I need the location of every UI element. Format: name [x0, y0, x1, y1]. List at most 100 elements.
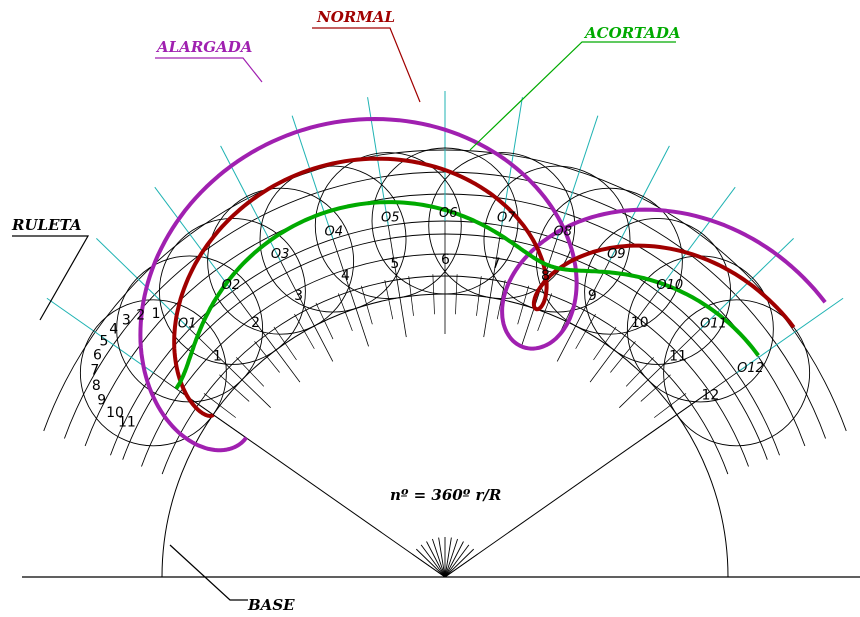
radial-division [589, 283, 664, 383]
construction-lines [43, 91, 847, 578]
base-tick [640, 374, 671, 402]
rolling-number: 1 [152, 306, 161, 322]
radial-construction [736, 297, 844, 374]
rolling-circle [79, 299, 227, 447]
center-label: O10 [656, 278, 683, 293]
base-tick [219, 374, 250, 402]
radial-construction [291, 115, 334, 240]
fan-ray [444, 538, 459, 578]
center-label: O6 [439, 206, 458, 221]
center-label: O1 [178, 316, 197, 331]
center-label: O12 [737, 361, 764, 376]
fan-ray [411, 553, 446, 578]
base-tick [236, 357, 265, 387]
rolling-circle [584, 217, 732, 365]
center-label: O2 [222, 278, 241, 293]
base-tick [360, 285, 373, 325]
radial-construction [46, 297, 154, 374]
fan-ray [431, 538, 446, 578]
base-tick [517, 285, 530, 325]
base-number: 1 [213, 348, 222, 364]
base-number: 10 [631, 315, 649, 331]
rolling-number: 9 [97, 392, 106, 408]
base-number: 12 [701, 388, 719, 404]
base-number: 8 [541, 268, 550, 284]
base-tick [625, 357, 654, 387]
fan-ray [444, 541, 464, 578]
base-tick [384, 279, 394, 320]
base-circle [161, 293, 729, 578]
base-number: 3 [294, 288, 303, 304]
rolling-number: 8 [92, 378, 101, 394]
rolling-number: 4 [109, 322, 118, 338]
arrow-base [169, 544, 248, 601]
fan-ray [444, 544, 470, 578]
base-tick [315, 302, 334, 340]
fan-ray [444, 537, 452, 578]
center-label: O8 [553, 224, 572, 239]
radial-construction [367, 97, 389, 226]
radial-construction [608, 145, 670, 262]
base-tick [337, 293, 353, 331]
radial-construction [154, 186, 233, 292]
radial-division [386, 215, 407, 338]
annotations: NORMAL ACORTADA ALARGADA RULETA BASE nº … [11, 8, 680, 614]
fan-ray [444, 548, 475, 578]
arrow-ruleta [12, 235, 90, 321]
label-alargada: ALARGADA [155, 38, 252, 56]
center-label: O9 [607, 247, 626, 262]
rolling-number: 5 [99, 333, 108, 349]
base-tick [273, 326, 297, 361]
center-label: O11 [700, 316, 727, 331]
rolling-circle [483, 165, 631, 313]
base-number: 4 [341, 268, 350, 284]
base-number: 6 [441, 252, 450, 268]
radial-construction [657, 186, 736, 292]
base-number: 7 [492, 256, 501, 272]
rolling-number: 2 [136, 307, 145, 323]
fan-ray [420, 544, 446, 578]
arrow-acortada [469, 41, 676, 151]
radial-division [619, 321, 708, 408]
center-label: O5 [381, 211, 400, 226]
curve-alargada [138, 117, 827, 453]
fan-ray [444, 553, 479, 578]
center-label: O3 [271, 247, 290, 262]
base-tick [654, 393, 687, 418]
label-base: BASE [247, 596, 295, 614]
curves [138, 117, 827, 453]
rolling-circle [207, 187, 355, 335]
fan-ray [426, 541, 446, 578]
rolling-number: 7 [90, 363, 99, 379]
rolling-number: 11 [118, 415, 136, 431]
base-tick [294, 313, 315, 349]
base-tick [496, 279, 506, 320]
base-tick [537, 293, 553, 331]
label-acortada: ACORTADA [583, 24, 680, 42]
base-tick [575, 313, 596, 349]
base-tick [432, 274, 435, 315]
base-tick [408, 276, 414, 316]
label-ruleta: RULETA [11, 216, 82, 234]
base-number: 2 [251, 315, 260, 331]
base-number: 9 [588, 288, 597, 304]
center-label: O4 [325, 224, 344, 239]
curve-acortada [174, 200, 760, 390]
base-tick [254, 341, 280, 373]
fan-ray [438, 537, 446, 578]
base-number: 5 [390, 256, 399, 272]
radial-division [226, 283, 301, 383]
rolling-circle [663, 299, 811, 447]
formula-text: nº = 360º r/R [390, 486, 501, 504]
rolling-number: 10 [106, 405, 124, 421]
radial-construction [96, 238, 190, 330]
fan-ray [415, 548, 446, 578]
base-tick [455, 274, 458, 315]
rolling-circle [314, 152, 462, 299]
base-tick [203, 393, 236, 418]
radial-division [144, 366, 247, 438]
rolling-number: 3 [122, 313, 131, 329]
radial-division [329, 229, 369, 347]
label-normal: NORMAL [316, 8, 395, 26]
arrow-alargada [155, 57, 263, 83]
